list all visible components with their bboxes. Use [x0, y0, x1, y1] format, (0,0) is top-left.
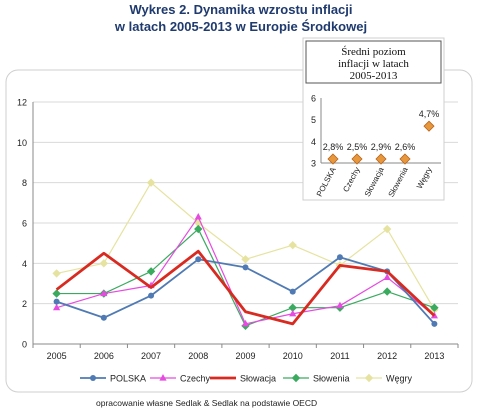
chart-title-line-1: Wykres 2. Dynamika wzrostu inflacji: [129, 2, 353, 17]
inset-data-point: [423, 120, 435, 132]
data-point-czechy: [289, 309, 297, 317]
data-point-czechy: [100, 289, 108, 297]
chart-title-line-2: w latach 2005-2013 w Europie Środkowej: [114, 19, 368, 34]
data-point-slowenia: [430, 303, 439, 312]
legend-marker-slowenia: [291, 373, 301, 383]
source-note: opracowanie własne Sedlak & Sedlak na po…: [96, 398, 318, 408]
legend-label-wegry: Węgry: [386, 374, 413, 384]
data-point-polska: [195, 256, 202, 263]
x-tick-label: 2009: [235, 351, 255, 361]
legend-marker-czechy: [159, 374, 167, 381]
data-point-slowenia: [146, 267, 156, 276]
data-point-wegry: [99, 259, 109, 268]
inset-data-point: [399, 153, 411, 165]
inset-data-label: 4,7%: [419, 109, 440, 119]
legend-label-slowenia: Słowenia: [313, 374, 350, 384]
chart-area: 0 2 4 6 8 10 12 2005 2006 2007 2008 2009 2010 2011 201…: [5, 37, 473, 393]
data-point-polska: [100, 314, 107, 321]
data-point-wegry: [288, 240, 297, 250]
legend-label-czechy: Czechy: [180, 374, 211, 384]
y-tick-label: 10: [17, 138, 27, 148]
y-tick-label: 4: [22, 259, 27, 269]
data-point-czechy: [336, 301, 344, 309]
inset-data-label: 2,9%: [371, 142, 392, 152]
x-tick-label: 2008: [188, 351, 208, 361]
inset-title-line: 2005-2013: [350, 70, 398, 82]
y-tick-label: 12: [17, 98, 27, 108]
data-point-polska: [289, 288, 296, 295]
y-tick-label: 6: [22, 219, 27, 229]
series-line-slowacja: [55, 249, 436, 326]
legend-marker-polska: [90, 375, 96, 381]
y-tick-label: 0: [22, 340, 27, 350]
y-tick-label: 2: [22, 299, 27, 309]
inset-y-tick-label: 5: [311, 115, 316, 125]
legend-marker-wegry: [364, 373, 374, 383]
x-tick-label: 2013: [424, 351, 444, 361]
data-point-wegry: [52, 269, 61, 278]
y-tick-label: 8: [22, 178, 27, 188]
inset-data-point: [351, 153, 363, 165]
inset-data-point: [327, 153, 339, 165]
data-point-polska: [53, 298, 60, 305]
data-point-czechy: [241, 319, 250, 327]
inset-data-label: 2,5%: [347, 142, 368, 152]
inset-y-tick-label: 3: [311, 159, 316, 169]
x-tick-label: 2006: [94, 351, 114, 361]
data-point-wegry: [382, 224, 392, 234]
data-point-czechy: [383, 273, 391, 281]
data-point-czechy: [194, 212, 202, 220]
inset-data-label: 2,6%: [395, 142, 416, 152]
inset-title-line: Średni poziom: [341, 46, 406, 58]
data-point-polska: [242, 264, 249, 271]
inset-title-line: inflacji w latach: [338, 58, 409, 70]
data-point-wegry: [241, 255, 250, 264]
legend-label-slowacja: Słowacja: [240, 374, 276, 384]
inset-title-box: [305, 40, 442, 84]
x-tick-label: 2007: [141, 351, 161, 361]
x-tick-label: 2011: [330, 351, 349, 361]
data-point-czechy: [53, 303, 61, 311]
data-point-polska: [336, 254, 343, 261]
data-point-slowenia: [382, 287, 392, 296]
data-point-polska: [431, 320, 438, 327]
x-tick-label: 2010: [283, 351, 303, 361]
legend-label-polska: POLSKA: [110, 374, 146, 384]
inset-data-point: [375, 153, 387, 165]
data-point-slowenia: [194, 224, 203, 234]
inset-y-tick-label: 6: [311, 94, 316, 104]
x-tick-label: 2012: [377, 351, 397, 361]
data-point-polska: [148, 292, 155, 299]
x-tick-label: 2005: [47, 351, 67, 361]
data-point-wegry: [146, 178, 156, 187]
data-point-slowenia: [52, 289, 61, 298]
inset-y-tick-label: 4: [311, 137, 316, 147]
inset-data-label: 2,8%: [323, 142, 344, 152]
